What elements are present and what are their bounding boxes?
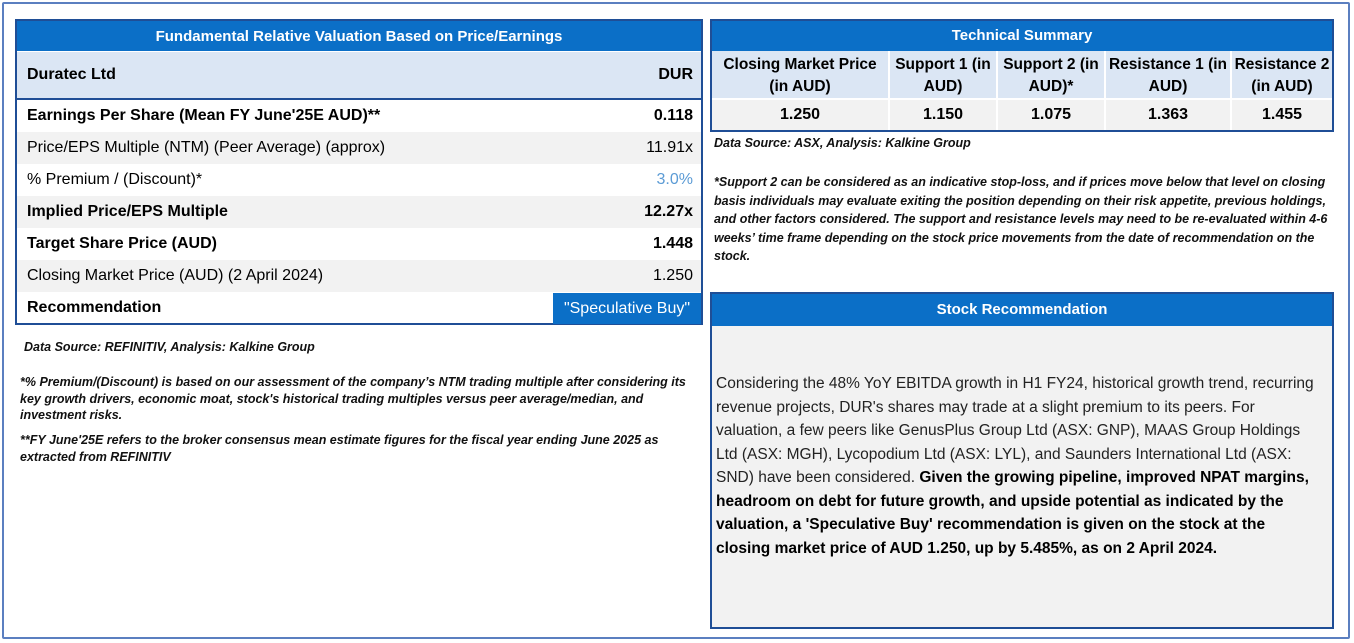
recommendation-row: Recommendation "Speculative Buy": [17, 292, 701, 324]
tech-value: 1.150: [890, 100, 996, 130]
company-name: Duratec Ltd: [27, 66, 116, 83]
tech-header: Resistance 1 (in AUD): [1106, 51, 1230, 100]
company-row: Duratec Ltd DUR: [17, 52, 701, 100]
tech-header: Resistance 2 (in AUD): [1232, 51, 1332, 100]
closing-price-row: Closing Market Price (AUD) (2 April 2024…: [17, 260, 701, 292]
premium-row: % Premium / (Discount)* 3.0%: [17, 164, 701, 196]
tech-header: Closing Market Price (in AUD): [712, 51, 888, 100]
tech-header: Support 1 (in AUD): [890, 51, 996, 100]
row-value: 0.118: [653, 107, 693, 124]
tech-value: 1.363: [1106, 100, 1230, 130]
stock-title: Stock Recommendation: [712, 294, 1332, 326]
valuation-source: Data Source: REFINITIV, Analysis: Kalkin…: [24, 340, 315, 354]
eps-row: Earnings Per Share (Mean FY June'25E AUD…: [17, 100, 701, 132]
peer-multiple-row: Price/EPS Multiple (NTM) (Peer Average) …: [17, 132, 701, 164]
support-note: *Support 2 can be considered as an indic…: [714, 175, 1328, 263]
row-value: 1.250: [652, 267, 693, 284]
stock-recommendation-box: Stock Recommendation Considering the 48%…: [710, 292, 1334, 629]
implied-multiple-row: Implied Price/EPS Multiple 12.27x: [17, 196, 701, 228]
row-value: 3.0%: [656, 171, 693, 188]
premium-footnote: *% Premium/(Discount) is based on our as…: [20, 375, 686, 422]
valuation-title: Fundamental Relative Valuation Based on …: [17, 21, 701, 52]
recommendation-label: Recommendation: [27, 299, 162, 316]
tech-col-resistance2: Resistance 2 (in AUD) 1.455: [1232, 51, 1332, 130]
tech-header: Support 2 (in AUD)*: [998, 51, 1104, 100]
stock-body-conclusion: Given the growing pipeline, improved NPA…: [716, 469, 1309, 557]
tech-value: 1.250: [712, 100, 888, 130]
row-label: Closing Market Price (AUD) (2 April 2024…: [27, 267, 324, 284]
row-value: 12.27x: [644, 203, 693, 220]
tech-col-support1: Support 1 (in AUD) 1.150: [890, 51, 998, 130]
valuation-table: Fundamental Relative Valuation Based on …: [15, 19, 703, 325]
technical-source: Data Source: ASX, Analysis: Kalkine Grou…: [714, 136, 971, 150]
recommendation-badge: "Speculative Buy": [553, 292, 701, 324]
stock-body: Considering the 48% YoY EBITDA growth in…: [712, 326, 1332, 560]
ticker: DUR: [658, 66, 693, 83]
technical-title: Technical Summary: [712, 21, 1332, 51]
tech-col-resistance1: Resistance 1 (in AUD) 1.363: [1106, 51, 1232, 130]
row-label: Implied Price/EPS Multiple: [27, 203, 228, 220]
row-value: 1.448: [652, 235, 693, 252]
row-label: Earnings Per Share (Mean FY June'25E AUD…: [27, 107, 381, 124]
target-price-row: Target Share Price (AUD) 1.448: [17, 228, 701, 260]
fy-footnote: **FY June'25E refers to the broker conse…: [20, 433, 659, 464]
tech-value: 1.455: [1232, 100, 1332, 130]
technical-grid: Closing Market Price (in AUD) 1.250 Supp…: [712, 51, 1332, 130]
technical-summary-table: Technical Summary Closing Market Price (…: [710, 19, 1334, 132]
stock-body-text: Considering the 48% YoY EBITDA growth in…: [716, 375, 1314, 486]
row-value: 11.91x: [646, 139, 693, 156]
row-label: Target Share Price (AUD): [27, 235, 217, 252]
tech-value: 1.075: [998, 100, 1104, 130]
tech-col-closing: Closing Market Price (in AUD) 1.250: [712, 51, 890, 130]
row-label: Price/EPS Multiple (NTM) (Peer Average) …: [27, 139, 386, 156]
tech-col-support2: Support 2 (in AUD)* 1.075: [998, 51, 1106, 130]
row-label: % Premium / (Discount)*: [27, 171, 203, 188]
